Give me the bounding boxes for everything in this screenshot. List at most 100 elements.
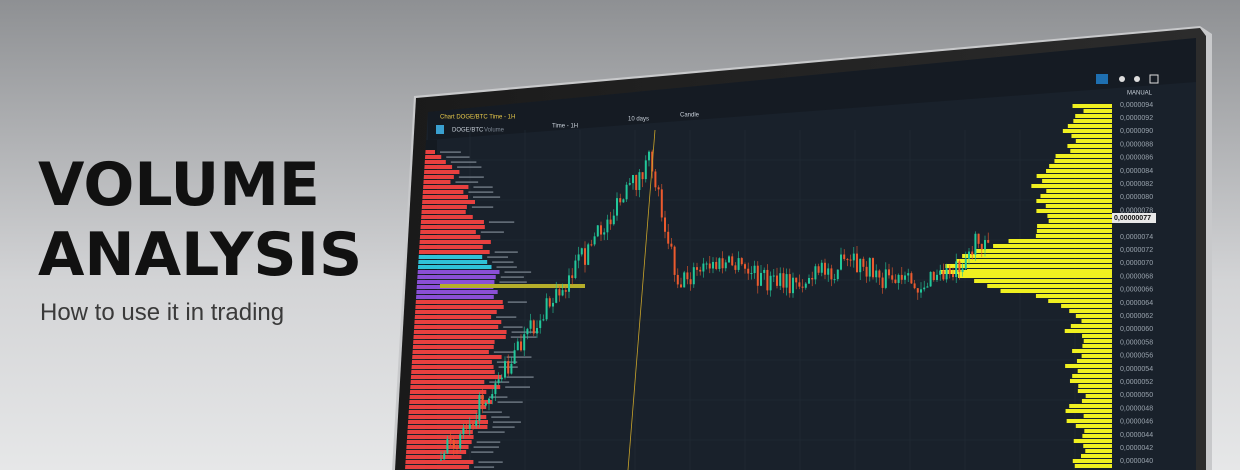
volume-label [504, 271, 532, 273]
volume-bar [1081, 319, 1112, 323]
price-label: 0,0000048 [1120, 405, 1153, 412]
candle [817, 266, 820, 273]
volume-bar [405, 170, 460, 174]
candle [948, 268, 951, 275]
headline-1: VOLUME [38, 150, 320, 220]
candle [622, 199, 625, 203]
candle [712, 261, 714, 269]
volume-bar [1065, 409, 1112, 413]
candle [478, 395, 481, 421]
candle [980, 243, 983, 250]
volume-bar [405, 225, 485, 229]
volume-bar [405, 440, 472, 444]
volume-bar [1072, 374, 1112, 378]
volume-bar [1075, 139, 1112, 143]
volume-bar [1075, 114, 1112, 118]
volume-bar [405, 240, 491, 244]
candle [728, 256, 730, 263]
volume-bar [1036, 199, 1112, 203]
price-label: 0,0000082 [1120, 181, 1153, 188]
candle [884, 269, 887, 288]
volume-bar [1081, 354, 1112, 358]
candle [616, 198, 618, 216]
volume-label [480, 231, 504, 233]
marker-line [627, 129, 656, 470]
volume-bar [1082, 434, 1112, 438]
price-label: 0,0000040 [1120, 458, 1153, 465]
candle [910, 273, 913, 284]
volume-bar [1072, 104, 1112, 108]
candle [753, 265, 756, 274]
volume-label [499, 281, 527, 283]
price-label: 0,0000062 [1120, 313, 1153, 320]
candle [510, 363, 513, 374]
volume-label [505, 386, 530, 388]
volume-bar [405, 290, 498, 294]
volume-bar [405, 405, 487, 409]
volume-bar [405, 465, 470, 469]
volume-bar [1036, 209, 1112, 213]
current-price-box [1112, 213, 1156, 223]
candle [648, 151, 650, 161]
subtitle: How to use it in trading [40, 299, 284, 326]
candle [763, 269, 766, 273]
candle [452, 439, 455, 449]
volume-bar [1082, 334, 1112, 338]
volume-bar [1067, 124, 1112, 128]
candle [814, 266, 817, 280]
volume-bar [1078, 384, 1112, 388]
candle [878, 270, 881, 278]
candle [526, 328, 529, 335]
candle [859, 258, 862, 273]
volume-bar [1075, 424, 1112, 428]
volume-bar [405, 175, 454, 179]
volume-bar [1072, 349, 1112, 353]
candle [600, 225, 602, 235]
candle [862, 258, 865, 267]
volume-bar [1049, 164, 1112, 168]
candle [881, 277, 884, 288]
volume-bar [1008, 239, 1112, 243]
candle [987, 240, 990, 243]
volume-bar [1036, 229, 1112, 233]
candle [856, 253, 858, 273]
volume-bar [1037, 224, 1112, 228]
volume-bar [405, 375, 502, 379]
candle [523, 334, 526, 351]
price-label: 0,0000058 [1120, 339, 1153, 346]
candle [923, 287, 926, 290]
volume-bar [1076, 359, 1112, 363]
volume-bar [405, 165, 453, 169]
candle [708, 263, 711, 269]
volume-bar [405, 355, 502, 359]
volume-label [493, 351, 515, 353]
volume-bar [405, 210, 466, 214]
price-label: 0,0000050 [1120, 392, 1153, 399]
volume-bar [1077, 369, 1112, 373]
poc-bar [940, 270, 1112, 274]
volume-label [440, 151, 461, 153]
volume-label [476, 441, 501, 443]
volume-bar [1031, 184, 1112, 188]
candle [491, 394, 494, 399]
volume-bar [1071, 134, 1112, 138]
volume-bar [1085, 449, 1112, 453]
candle [840, 254, 842, 270]
volume-bar [993, 244, 1112, 248]
volume-label [471, 451, 494, 453]
candle [667, 231, 670, 244]
icon [1119, 76, 1125, 82]
candle [446, 439, 449, 454]
candle [542, 319, 545, 321]
volume-label [482, 411, 502, 413]
volume-bar [405, 460, 474, 464]
price-label: 0,0000074 [1120, 234, 1153, 241]
volume-bar [1046, 169, 1112, 173]
volume-bar [1083, 109, 1112, 113]
candle [520, 341, 522, 351]
volume-bar [405, 185, 469, 189]
volume-bar [405, 315, 492, 319]
price-label: 0,0000090 [1120, 128, 1153, 135]
volume-bar [405, 420, 489, 424]
candle [462, 427, 465, 435]
